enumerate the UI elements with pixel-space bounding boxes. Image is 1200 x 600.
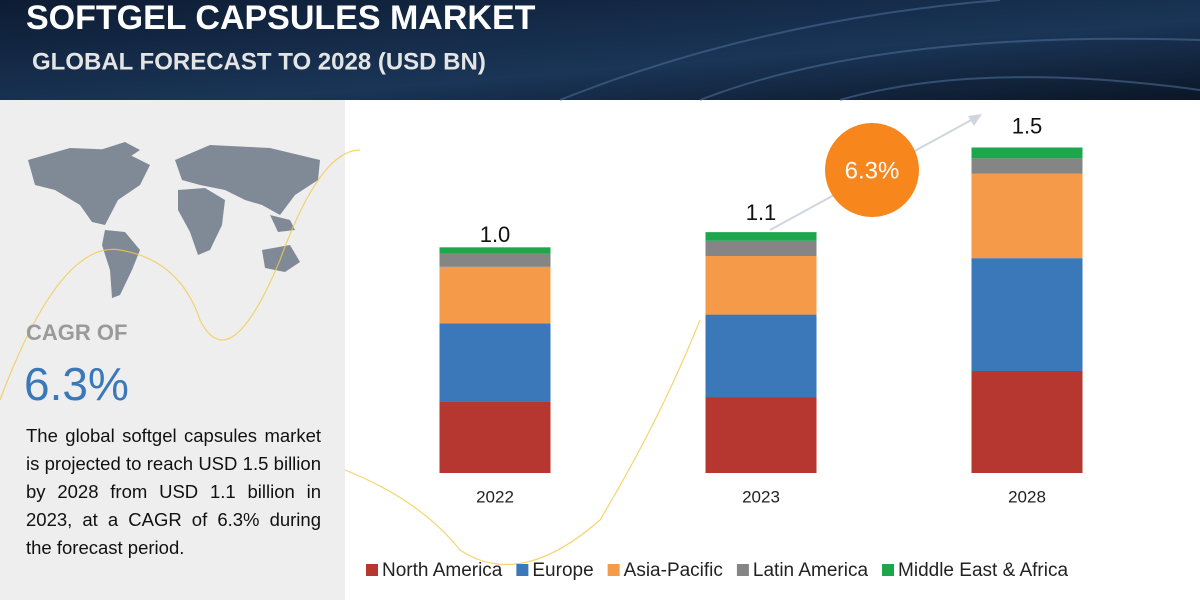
cagr-bubble-text: 6.3%	[845, 157, 900, 184]
bar-segment	[971, 158, 1083, 174]
x-tick-label: 2022	[476, 487, 514, 506]
bar-segment	[705, 232, 817, 241]
legend-swatch	[882, 564, 895, 576]
cagr-arrowhead	[968, 114, 982, 126]
decor-curve	[0, 149, 701, 566]
legend-label: North America	[382, 560, 503, 581]
cagr-label: CAGR OF	[26, 320, 127, 345]
bar-segment	[705, 256, 817, 315]
bar-segment	[971, 173, 1083, 259]
world-map	[28, 142, 320, 298]
header-subtitle: GLOBAL FORECAST TO 2028 (USD BN)	[32, 48, 486, 75]
x-tick-label: 2023	[742, 487, 780, 506]
legend-swatch	[607, 564, 620, 576]
cagr-value: 6.3%	[24, 358, 129, 410]
total-label: 1.0	[480, 222, 511, 247]
legend-label: Latin America	[753, 560, 869, 581]
bar-segment	[705, 240, 817, 256]
legend-label: Asia-Pacific	[624, 560, 723, 581]
bar-segment	[971, 147, 1083, 159]
header-decor	[559, 0, 1200, 101]
legend-label: Europe	[532, 560, 593, 581]
bar-segment	[439, 323, 551, 402]
bar-segment	[439, 253, 551, 267]
bar-segment	[439, 266, 551, 324]
bar-segment	[439, 401, 551, 473]
legend-swatch	[736, 564, 749, 576]
x-tick-label: 2028	[1008, 487, 1046, 506]
bar-segment	[971, 371, 1083, 473]
bar-segment	[705, 397, 817, 473]
bar-segment	[705, 314, 817, 398]
legend-swatch	[516, 564, 529, 576]
bar-segment	[971, 258, 1083, 372]
total-label: 1.5	[1012, 113, 1043, 138]
cagr-bubble	[825, 123, 919, 217]
header-title: SOFTGEL CAPSULES MARKET	[26, 0, 536, 37]
header-bg	[0, 0, 1200, 100]
total-label: 1.1	[746, 200, 777, 225]
description: The global softgel capsules market is pr…	[26, 425, 321, 558]
legend-label: Middle East & Africa	[898, 560, 1068, 581]
legend-swatch	[366, 564, 378, 576]
bar-segment	[439, 247, 551, 254]
